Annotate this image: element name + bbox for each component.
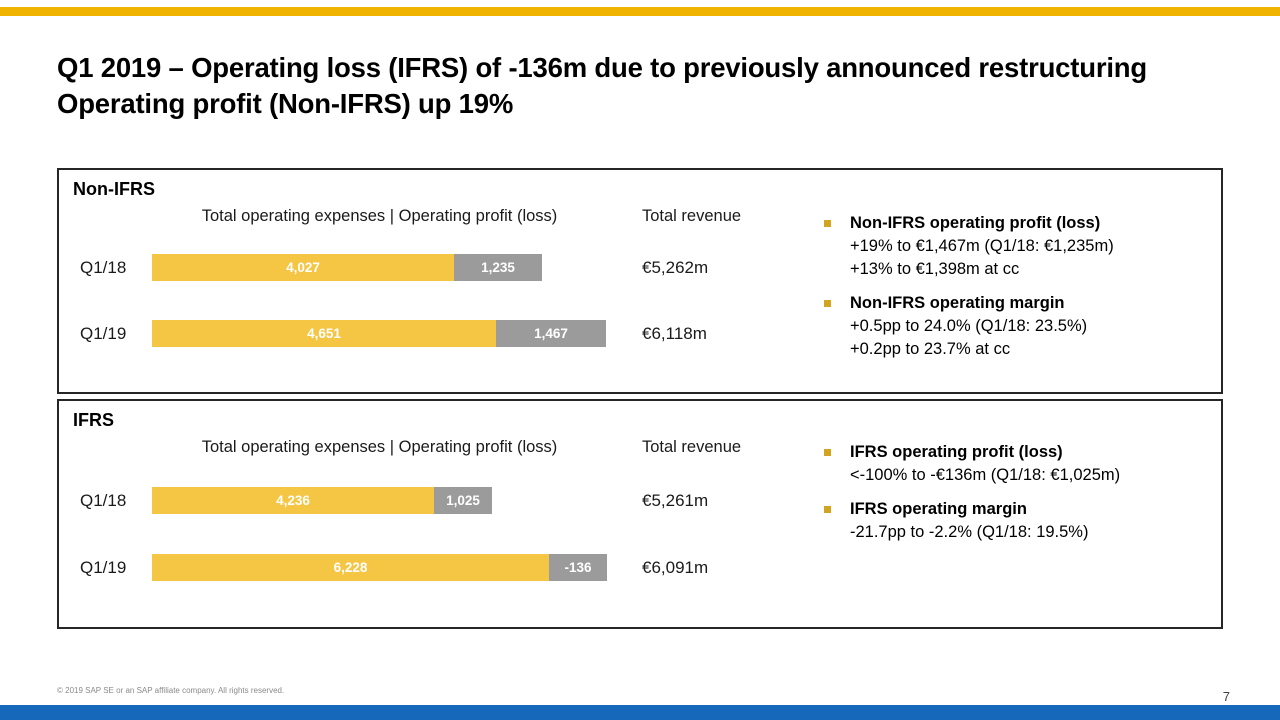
bullet-content: IFRS operating margin -21.7pp to -2.2% (… xyxy=(850,498,1088,544)
bullet-line: -21.7pp to -2.2% (Q1/18: 19.5%) xyxy=(850,523,1089,541)
column-header-total-revenue: Total revenue xyxy=(642,207,742,225)
expenses-bar: 4,651 xyxy=(152,320,496,347)
panel-ifrs: IFRS Total operating expenses | Operatin… xyxy=(57,399,1223,629)
bar-row-q1-18: Q1/18 4,027 1,235 xyxy=(80,254,542,281)
expenses-bar: 6,228 xyxy=(152,554,549,581)
expenses-value: 4,236 xyxy=(276,493,310,508)
revenue-value: €6,118m xyxy=(642,324,707,343)
column-header-expenses-profit: Total operating expenses | Operating pro… xyxy=(201,438,558,456)
bullet-square-icon xyxy=(824,449,831,456)
row-label: Q1/19 xyxy=(80,323,127,343)
bullet-square-icon xyxy=(824,300,831,307)
expenses-value: 4,027 xyxy=(286,260,320,275)
loss-value: -136 xyxy=(564,560,592,575)
bullet-content: Non-IFRS operating margin +0.5pp to 24.0… xyxy=(850,292,1087,361)
bullet-content: IFRS operating profit (loss) <-100% to -… xyxy=(850,441,1120,487)
panel-non-ifrs-title: Non-IFRS xyxy=(73,179,155,199)
title-line-1: Q1 2019 – Operating loss (IFRS) of -136m… xyxy=(57,52,1147,83)
bullet-line: +0.2pp to 23.7% at cc xyxy=(850,340,1011,358)
expenses-bar: 4,236 xyxy=(152,487,434,514)
row-label: Q1/18 xyxy=(80,257,127,277)
title-line-2: Operating profit (Non-IFRS) up 19% xyxy=(57,88,514,119)
bottom-accent-bar xyxy=(0,705,1280,720)
revenue-value: €5,261m xyxy=(642,491,709,510)
bullet-heading: IFRS operating profit (loss) xyxy=(850,443,1063,461)
revenue-value: €5,262m xyxy=(642,258,709,277)
bullet-line: <-100% to -€136m (Q1/18: €1,025m) xyxy=(850,466,1121,484)
profit-value: 1,467 xyxy=(534,326,568,341)
list-item: IFRS operating margin -21.7pp to -2.2% (… xyxy=(824,498,1224,544)
profit-bar: 1,467 xyxy=(496,320,606,347)
highlights-list: Non-IFRS operating profit (loss) +19% to… xyxy=(824,212,1224,372)
column-header-expenses-profit: Total operating expenses | Operating pro… xyxy=(201,207,558,225)
bullet-square-icon xyxy=(824,506,831,513)
profit-bar: 1,025 xyxy=(434,487,492,514)
list-item: IFRS operating profit (loss) <-100% to -… xyxy=(824,441,1224,487)
profit-value: 1,235 xyxy=(481,260,515,275)
copyright-notice: © 2019 SAP SE or an SAP affiliate compan… xyxy=(57,686,285,695)
loss-bar: -136 xyxy=(549,554,607,581)
row-label: Q1/19 xyxy=(80,557,127,577)
list-item: Non-IFRS operating profit (loss) +19% to… xyxy=(824,212,1224,281)
expenses-bar: 4,027 xyxy=(152,254,454,281)
bar-row-q1-19: Q1/19 4,651 1,467 xyxy=(80,320,606,347)
bar-row-q1-19: Q1/19 6,228 -136 xyxy=(80,554,607,581)
list-item: Non-IFRS operating margin +0.5pp to 24.0… xyxy=(824,292,1224,361)
profit-value: 1,025 xyxy=(446,493,480,508)
highlights-list: IFRS operating profit (loss) <-100% to -… xyxy=(824,441,1224,555)
expenses-value: 4,651 xyxy=(307,326,341,341)
bar-row-q1-18: Q1/18 4,236 1,025 xyxy=(80,487,492,514)
panel-non-ifrs: Non-IFRS Total operating expenses | Oper… xyxy=(57,168,1223,394)
slide-title: Q1 2019 – Operating loss (IFRS) of -136m… xyxy=(57,50,1247,122)
bullet-heading: Non-IFRS operating margin xyxy=(850,294,1065,312)
bullet-line: +19% to €1,467m (Q1/18: €1,235m) xyxy=(850,237,1114,255)
top-accent-bar xyxy=(0,7,1280,16)
bullet-line: +13% to €1,398m at cc xyxy=(850,260,1020,278)
column-header-total-revenue: Total revenue xyxy=(642,438,742,456)
bullet-heading: Non-IFRS operating profit (loss) xyxy=(850,214,1101,232)
bullet-square-icon xyxy=(824,220,831,227)
revenue-value: €6,091m xyxy=(642,558,709,577)
profit-bar: 1,235 xyxy=(454,254,542,281)
panel-ifrs-title: IFRS xyxy=(73,410,115,430)
bullet-line: +0.5pp to 24.0% (Q1/18: 23.5%) xyxy=(850,317,1088,335)
bullet-heading: IFRS operating margin xyxy=(850,500,1027,518)
bullet-content: Non-IFRS operating profit (loss) +19% to… xyxy=(850,212,1114,281)
expenses-value: 6,228 xyxy=(333,560,368,575)
page-number: 7 xyxy=(1222,689,1230,704)
row-label: Q1/18 xyxy=(80,490,127,510)
